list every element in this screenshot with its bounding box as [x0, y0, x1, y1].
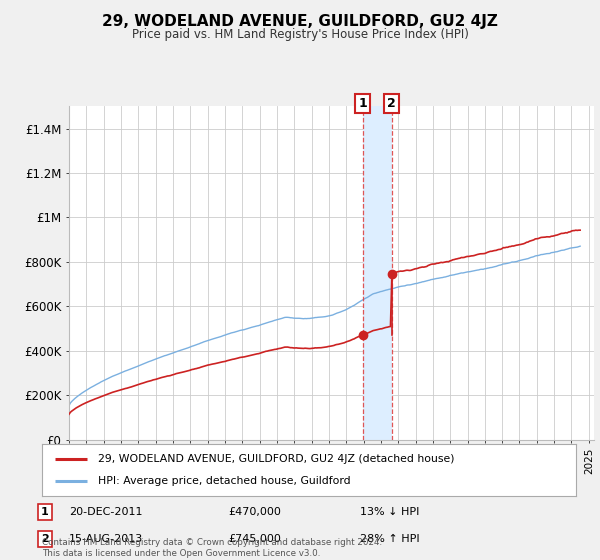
Text: Price paid vs. HM Land Registry's House Price Index (HPI): Price paid vs. HM Land Registry's House …: [131, 28, 469, 41]
Text: 13% ↓ HPI: 13% ↓ HPI: [360, 507, 419, 517]
Text: 2: 2: [41, 534, 49, 544]
Text: 2: 2: [387, 97, 396, 110]
Text: 15-AUG-2013: 15-AUG-2013: [69, 534, 143, 544]
Text: 29, WODELAND AVENUE, GUILDFORD, GU2 4JZ: 29, WODELAND AVENUE, GUILDFORD, GU2 4JZ: [102, 14, 498, 29]
Text: £745,000: £745,000: [228, 534, 281, 544]
Text: 29, WODELAND AVENUE, GUILDFORD, GU2 4JZ (detached house): 29, WODELAND AVENUE, GUILDFORD, GU2 4JZ …: [98, 454, 455, 464]
Text: £470,000: £470,000: [228, 507, 281, 517]
Text: Contains HM Land Registry data © Crown copyright and database right 2024.
This d: Contains HM Land Registry data © Crown c…: [42, 538, 382, 558]
Bar: [363, 106, 392, 440]
Text: HPI: Average price, detached house, Guildford: HPI: Average price, detached house, Guil…: [98, 476, 350, 486]
Text: 1: 1: [358, 97, 367, 110]
Text: 20-DEC-2011: 20-DEC-2011: [69, 507, 143, 517]
Text: 28% ↑ HPI: 28% ↑ HPI: [360, 534, 419, 544]
Text: 1: 1: [41, 507, 49, 517]
